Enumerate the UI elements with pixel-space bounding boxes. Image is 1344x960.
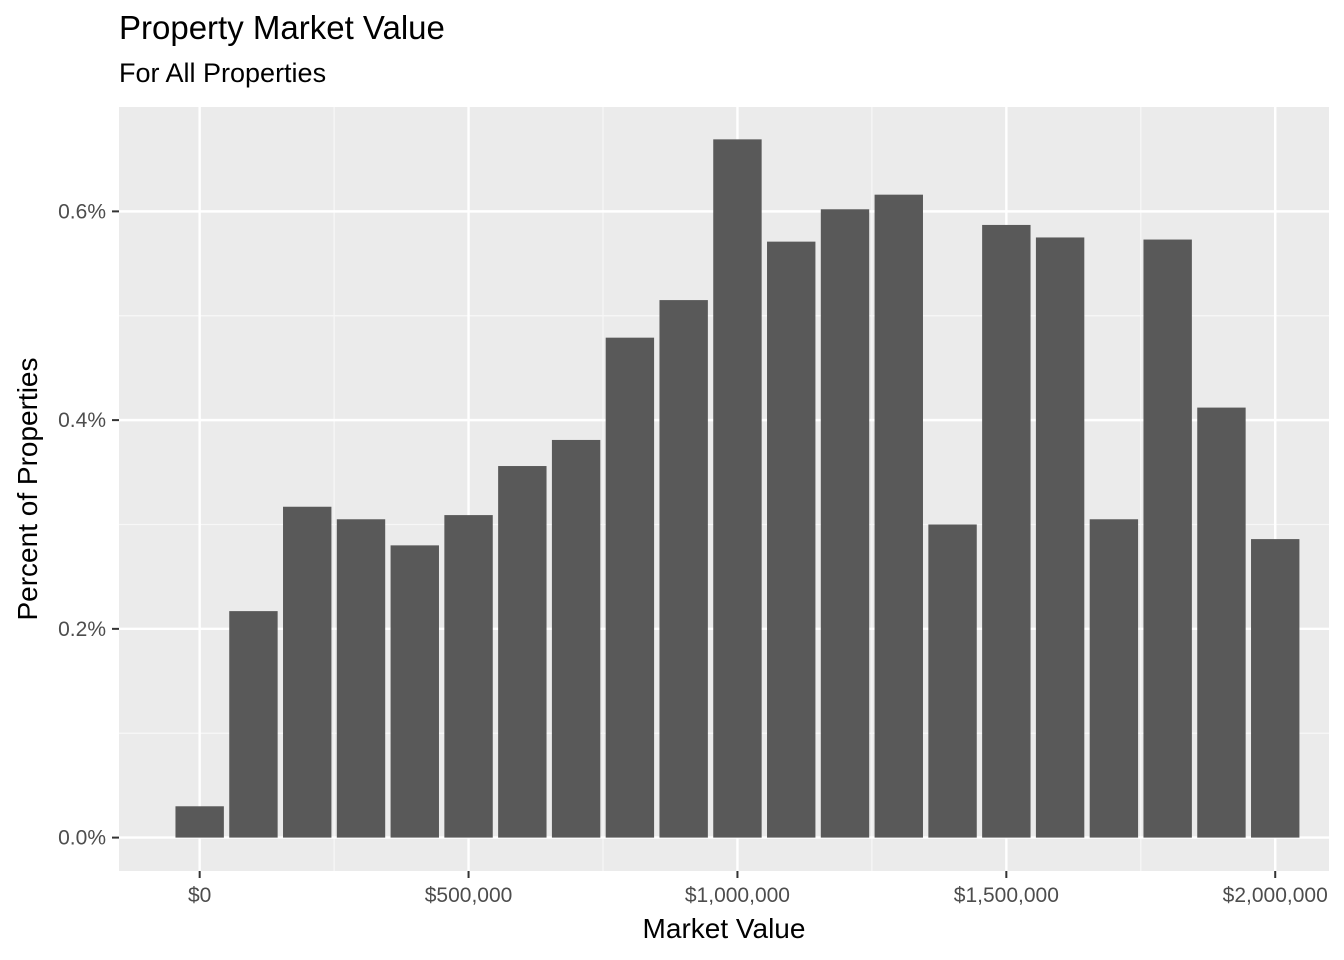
bar	[928, 524, 977, 838]
chart-subtitle: For All Properties	[119, 58, 327, 88]
bar	[659, 300, 708, 838]
bar	[175, 806, 224, 838]
bar	[982, 224, 1031, 838]
bar	[605, 337, 655, 838]
x-tick-label: $500,000	[425, 884, 513, 907]
x-tick-label: $0	[188, 884, 211, 907]
chart-title: Property Market Value	[119, 9, 445, 46]
bar	[1035, 237, 1085, 838]
y-tick-label: 0.4%	[58, 409, 106, 432]
bar	[229, 611, 278, 838]
bar	[336, 519, 386, 838]
x-tick-label: $2,000,000	[1223, 884, 1328, 907]
bar	[283, 506, 332, 838]
bar	[1197, 407, 1246, 838]
bar	[498, 466, 547, 838]
y-tick-label: 0.6%	[58, 200, 106, 223]
bar	[713, 139, 762, 838]
x-axis-ticks: $0 $500,000 $1,000,000 $1,500,000 $2,000,000	[188, 871, 1328, 907]
bar	[874, 194, 923, 838]
bar	[767, 241, 816, 838]
bar	[551, 439, 601, 838]
bar	[820, 209, 870, 838]
y-tick-label: 0.0%	[58, 827, 106, 850]
x-tick-label: $1,500,000	[954, 884, 1059, 907]
y-axis-ticks: 0.0% 0.2% 0.4% 0.6%	[58, 200, 119, 850]
bar	[444, 515, 493, 838]
y-axis-title: Percent of Properties	[12, 357, 43, 620]
bar	[390, 545, 439, 838]
bar	[1251, 539, 1300, 838]
y-tick-label: 0.2%	[58, 618, 106, 641]
x-tick-label: $1,000,000	[685, 884, 790, 907]
bar	[1089, 519, 1139, 838]
bar	[1143, 239, 1192, 838]
bars	[175, 139, 1300, 838]
x-axis-title: Market Value	[643, 913, 806, 944]
